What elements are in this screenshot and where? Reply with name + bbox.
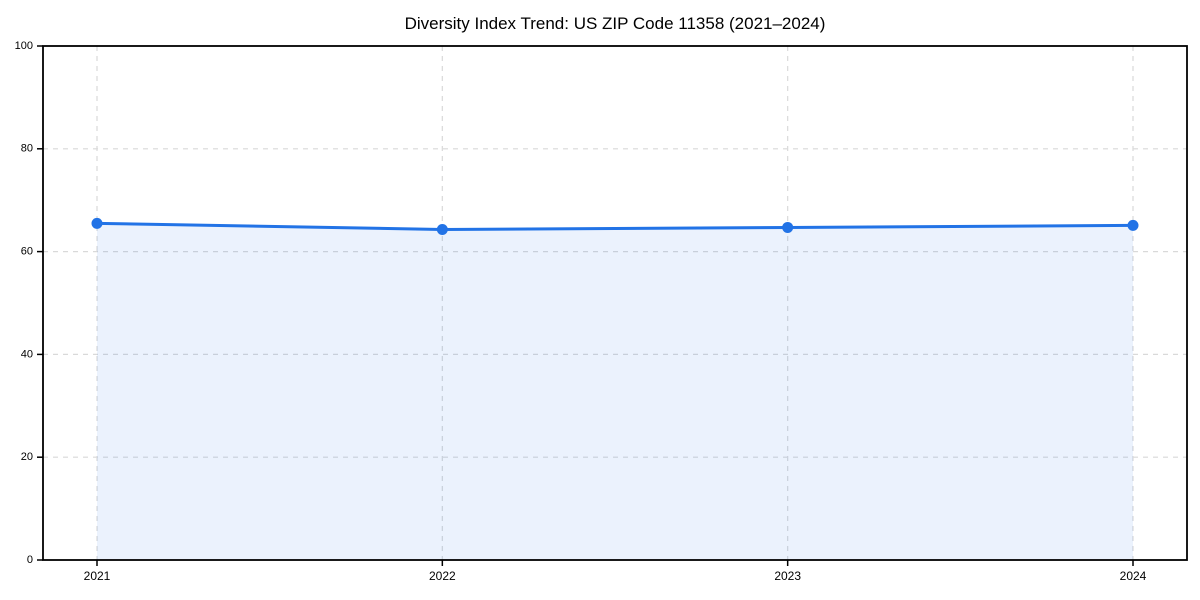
y-tick-label: 0 [27, 554, 33, 566]
x-axis-tick-labels: 2021 2022 2023 2024 [84, 569, 1147, 583]
area-fill [97, 223, 1133, 560]
series-area [97, 223, 1133, 560]
data-point-marker [91, 217, 103, 229]
series-line [95, 221, 1135, 231]
y-tick-label: 40 [21, 348, 33, 360]
data-point-markers [91, 217, 1139, 235]
plot-frame [42, 45, 1188, 561]
y-tick-label: 60 [21, 246, 33, 258]
data-point-marker [1127, 219, 1139, 231]
gridlines [43, 46, 1187, 560]
axes-frame [42, 45, 1188, 561]
x-tick-label: 2021 [84, 569, 111, 583]
data-point-marker [782, 221, 794, 233]
y-tick-label: 80 [21, 143, 33, 155]
trend-line [95, 221, 1135, 231]
y-tick-label: 100 [15, 40, 33, 52]
x-tick-label: 2023 [774, 569, 801, 583]
chart-title: Diversity Index Trend: US ZIP Code 11358… [404, 14, 826, 33]
x-tick-label: 2024 [1120, 569, 1147, 583]
y-axis-tick-labels: 0 20 40 60 80 100 [15, 40, 33, 566]
data-point-marker [436, 223, 448, 235]
axis-tick-marks [37, 45, 1134, 566]
x-tick-label: 2022 [429, 569, 456, 583]
y-tick-label: 20 [21, 451, 33, 463]
